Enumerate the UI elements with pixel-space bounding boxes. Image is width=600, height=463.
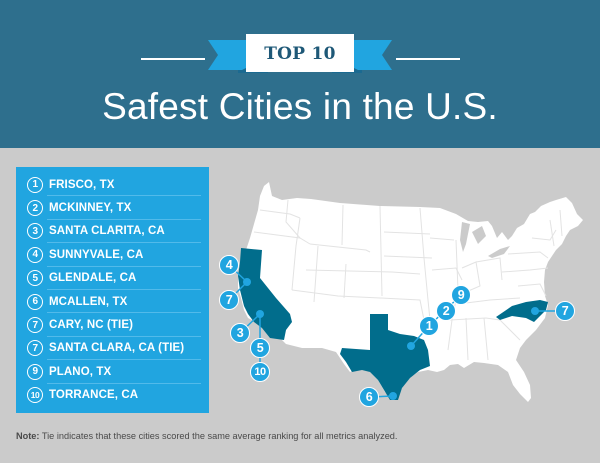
map-marker-rank-5: 5 [250,338,270,358]
header-banner: TOP 10 Safest Cities in the U.S. [0,0,600,148]
top10-label: TOP 10 [264,44,336,64]
rank-badge: 7 [27,340,43,357]
map-marker-rank-7-cary: 7 [555,301,575,321]
rank-badge: 10 [27,387,43,404]
dot-cary [531,307,539,315]
city-label: SANTA CLARA, CA (TIE) [49,342,185,355]
city-label: TORRANCE, CA [49,389,139,402]
rank-badge: 1 [27,176,43,193]
dot-santa-clara-sunnyvale [243,278,251,286]
page-title: Safest Cities in the U.S. [102,86,498,127]
dot-dallas-area [407,342,415,350]
city-label: MCKINNEY, TX [49,202,132,215]
rank-badge: 2 [27,200,43,217]
city-label: GLENDALE, CA [49,272,137,285]
city-label: FRISCO, TX [49,178,115,191]
list-item: 7 SANTA CLARA, CA (TIE) [27,337,209,361]
lake-huron [472,226,486,244]
rankings-list: 1 FRISCO, TX 2 MCKINNEY, TX 3 SANTA CLAR… [16,167,209,413]
rank-badge: 5 [27,270,43,287]
north-carolina [496,300,548,322]
map-marker-rank-3: 3 [230,323,250,343]
decorative-rule-right [396,58,460,60]
city-dots [243,278,539,400]
list-item: 10 TORRANCE, CA [27,384,209,407]
lake-erie [488,246,510,258]
rank-badge: 4 [27,246,43,263]
map-marker-rank-7-santa-clara: 7 [219,290,239,310]
footnote-text: Tie indicates that these cities scored t… [39,431,398,441]
dot-mcallen [389,392,397,400]
list-item: 1 FRISCO, TX [27,173,209,197]
marker-connectors [228,264,565,398]
california [238,248,292,340]
city-label: SUNNYVALE, CA [49,248,144,261]
ribbon-icon [208,34,392,73]
state-borders [253,199,563,361]
city-label: PLANO, TX [49,365,112,378]
list-item: 9 PLANO, TX [27,360,209,384]
footnote-label: Note: [16,431,40,441]
list-item: 4 SUNNYVALE, CA [27,243,209,267]
rank-badge: 7 [27,317,43,334]
list-item: 5 GLENDALE, CA [27,267,209,291]
footnote: Note: Tie indicates that these cities sc… [16,431,397,441]
map-marker-rank-10: 10 [250,362,270,382]
list-item: 2 MCKINNEY, TX [27,196,209,221]
decorative-rule-left [141,58,205,60]
texas [340,314,430,400]
map-marker-rank-2: 2 [436,301,456,321]
top10-ribbon: TOP 10 [208,32,392,80]
dot-la-area [256,310,264,318]
list-item: 6 MCALLEN, TX [27,290,209,314]
list-item: 7 CARY, NC (TIE) [27,313,209,338]
rank-badge: 3 [27,223,43,240]
map-marker-rank-4: 4 [219,255,239,275]
city-label: CARY, NC (TIE) [49,319,134,332]
rank-badge: 9 [27,363,43,380]
rank-badge: 6 [27,293,43,310]
map-marker-rank-9: 9 [451,285,471,305]
us-landmass [238,182,583,402]
city-label: MCALLEN, TX [49,295,128,308]
list-item: 3 SANTA CLARITA, CA [27,220,209,244]
map-marker-rank-6: 6 [359,387,379,407]
map-marker-rank-1: 1 [419,316,439,336]
lake-michigan [460,222,470,252]
city-label: SANTA CLARITA, CA [49,225,165,238]
